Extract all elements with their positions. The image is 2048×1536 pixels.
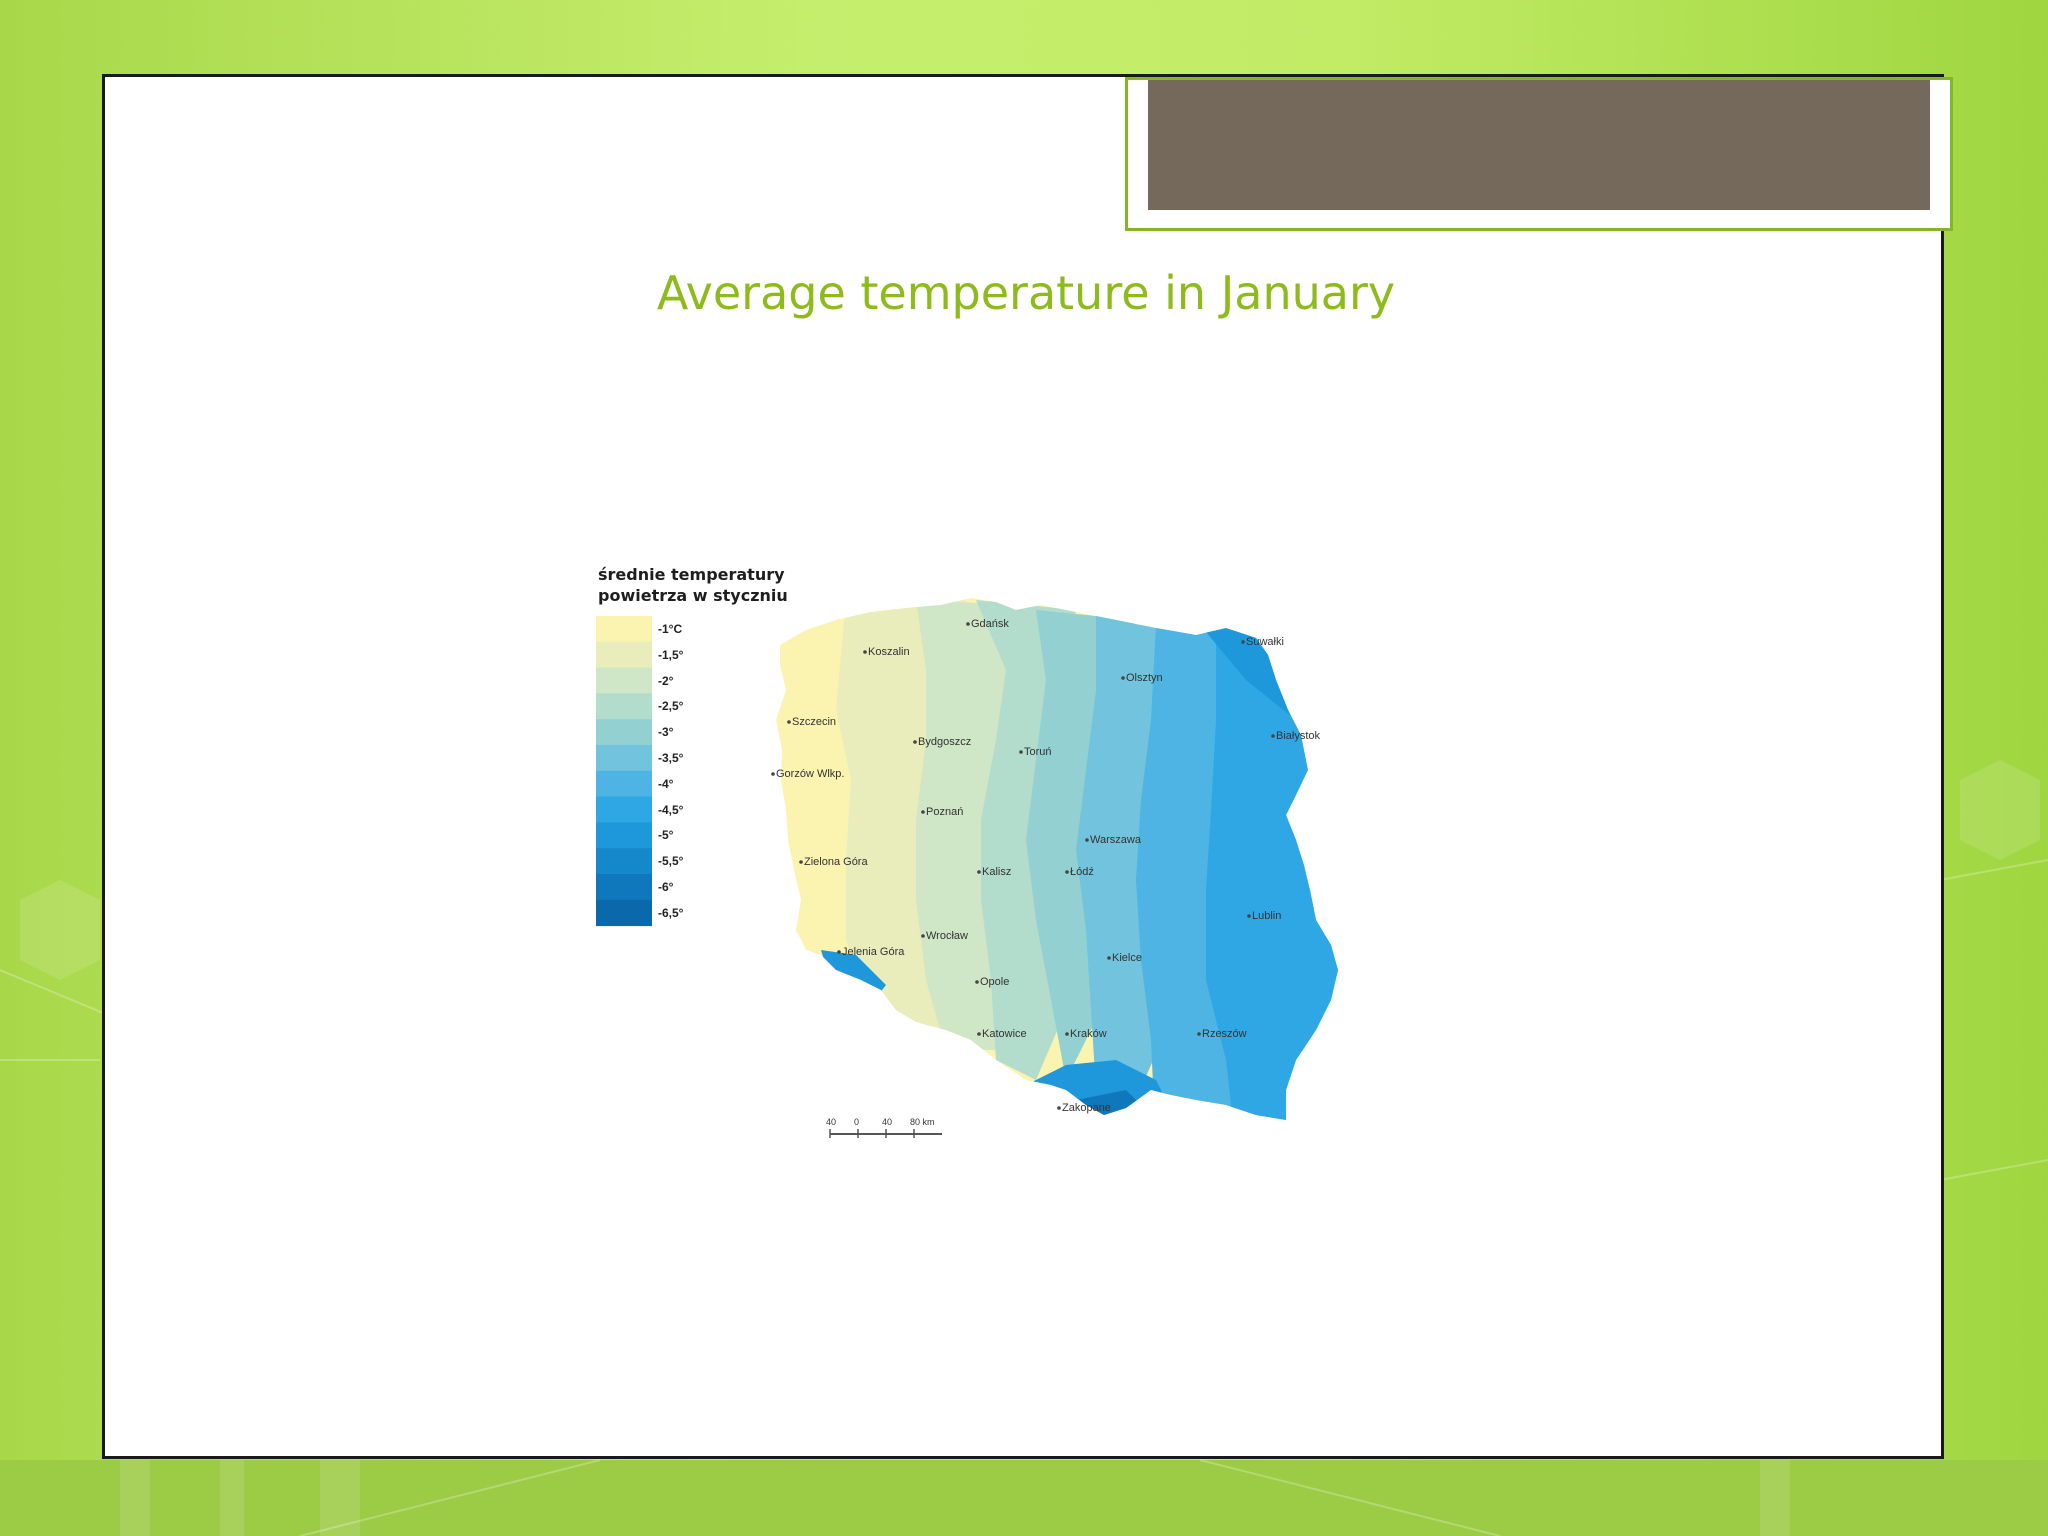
city-label: Toruń bbox=[1024, 746, 1052, 758]
legend-swatch bbox=[596, 641, 652, 669]
city-dot bbox=[1197, 1032, 1201, 1036]
legend-label: -1,5° bbox=[658, 647, 684, 662]
city-dot bbox=[863, 650, 867, 654]
city-label: Szczecin bbox=[792, 716, 837, 728]
city-dot bbox=[1107, 956, 1111, 960]
scale-label: 40 bbox=[882, 1117, 893, 1127]
city-label: Olsztyn bbox=[1126, 672, 1163, 684]
city-label: Białystok bbox=[1276, 730, 1321, 742]
legend-swatch bbox=[596, 745, 652, 772]
title-tab-fill bbox=[1148, 80, 1930, 210]
legend-swatch bbox=[596, 822, 652, 849]
legend-label: -6,5° bbox=[658, 905, 684, 920]
city-label: Warszawa bbox=[1090, 834, 1141, 846]
city-dot bbox=[1271, 734, 1275, 738]
legend-swatch bbox=[596, 616, 652, 643]
slide-panel bbox=[102, 74, 1953, 1459]
city-dot bbox=[1065, 870, 1069, 874]
legend-swatch bbox=[596, 693, 652, 720]
city-dot bbox=[977, 1032, 981, 1036]
city-label: Bydgoszcz bbox=[918, 736, 972, 748]
city-label: Lublin bbox=[1252, 910, 1282, 922]
city-dot bbox=[921, 934, 925, 938]
city-dot bbox=[913, 740, 917, 744]
city-label: Kraków bbox=[1070, 1028, 1107, 1040]
city-dot bbox=[787, 720, 791, 724]
city-label: Łódź bbox=[1070, 866, 1094, 878]
city-dot bbox=[1121, 676, 1125, 680]
city-label: Gdańsk bbox=[971, 618, 1009, 630]
city-label: Rzeszów bbox=[1202, 1028, 1247, 1040]
city-dot bbox=[975, 980, 979, 984]
city-label: Katowice bbox=[982, 1028, 1027, 1040]
legend-swatch bbox=[596, 667, 652, 694]
scale-bar bbox=[829, 1129, 942, 1138]
city-dot bbox=[977, 870, 981, 874]
legend-swatch bbox=[596, 770, 652, 798]
map-regions bbox=[776, 598, 1338, 1120]
legend-label: -1°C bbox=[658, 622, 683, 636]
city-label: Kalisz bbox=[982, 866, 1012, 878]
legend-label: -5° bbox=[658, 828, 674, 843]
city-dot bbox=[1065, 1032, 1069, 1036]
scale-label: 80 km bbox=[910, 1117, 935, 1127]
city-dot bbox=[837, 950, 841, 954]
city-label: Kielce bbox=[1112, 952, 1142, 964]
city-dot bbox=[771, 772, 775, 776]
poland-map bbox=[596, 598, 1338, 1138]
legend-title: średnie temperatury powietrza w styczniu bbox=[598, 565, 788, 605]
legend-label: -2° bbox=[658, 673, 674, 688]
legend-label: -3° bbox=[658, 725, 674, 740]
legend-swatch bbox=[596, 796, 652, 823]
legend-swatch bbox=[596, 848, 652, 875]
legend bbox=[596, 616, 652, 927]
city-label: Jelenia Góra bbox=[842, 946, 905, 958]
title-tab bbox=[1125, 77, 1953, 231]
city-dot bbox=[1085, 838, 1089, 842]
slide-title: Average temperature in January bbox=[656, 266, 1396, 320]
legend-label: -6° bbox=[658, 880, 674, 894]
scale-label: 40 bbox=[826, 1117, 837, 1127]
legend-label: -4° bbox=[658, 776, 674, 791]
scale-label: 0 bbox=[854, 1117, 860, 1127]
city-dot bbox=[1241, 640, 1245, 644]
city-markers bbox=[771, 622, 1275, 1110]
city-dot bbox=[921, 810, 925, 814]
city-label: Opole bbox=[980, 976, 1010, 988]
city-dot bbox=[1019, 750, 1023, 754]
legend-swatch bbox=[596, 719, 652, 746]
legend-label: -3,5° bbox=[658, 751, 684, 765]
city-label: Poznań bbox=[926, 806, 964, 818]
legend-swatch bbox=[596, 874, 652, 901]
city-label: Gorzów Wlkp. bbox=[776, 768, 845, 780]
legend-label: -4,5° bbox=[658, 802, 684, 817]
city-label: Suwałki bbox=[1246, 636, 1284, 648]
legend-swatch bbox=[596, 899, 652, 927]
city-label: Zielona Góra bbox=[804, 856, 868, 868]
city-label: Koszalin bbox=[868, 646, 910, 658]
city-dot bbox=[1057, 1106, 1061, 1110]
city-label: Zakopane bbox=[1062, 1102, 1111, 1114]
legend-label: -5,5° bbox=[658, 854, 684, 869]
city-label: Wrocław bbox=[926, 930, 968, 942]
temperature-map-figure: średnie temperatury powietrza w styczniu… bbox=[596, 560, 1356, 1150]
city-dot bbox=[799, 860, 803, 864]
city-dot bbox=[1247, 914, 1251, 918]
city-dot bbox=[966, 622, 970, 626]
legend-label: -2,5° bbox=[658, 699, 684, 714]
